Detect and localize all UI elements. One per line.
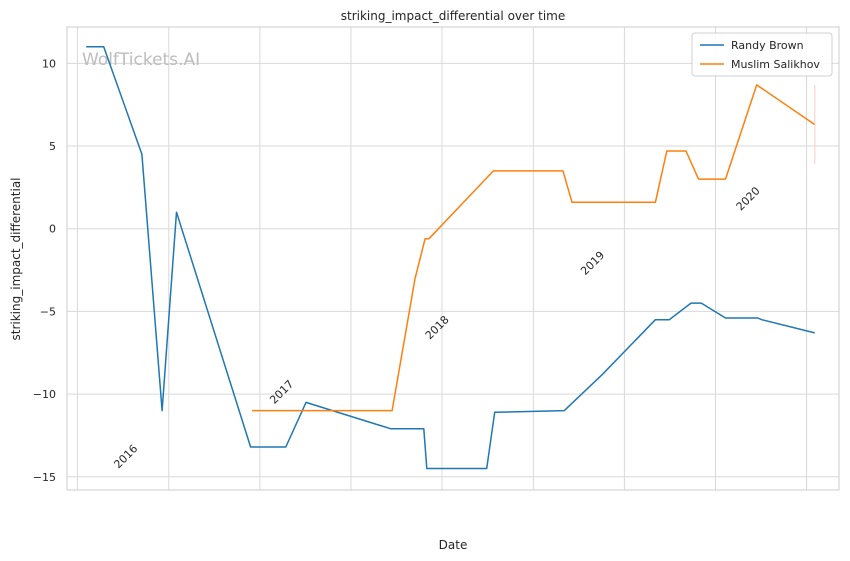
x-tick-label: 2019 [578,249,607,278]
chart-title: striking_impact_differential over time [341,9,566,23]
y-tick-label: −15 [33,471,56,484]
x-axis-title: Date [439,538,468,552]
y-tick-label: −5 [40,305,56,318]
legend-label-1: Randy Brown [731,39,804,52]
y-tick-label: 5 [49,140,56,153]
watermark: WolfTickets.AI [82,50,200,70]
y-tick-label: 10 [42,57,56,70]
y-tick-label: −10 [33,388,56,401]
series-lines [86,46,816,470]
legend-label-2: Muslim Salikhov [731,58,820,71]
legend-box [691,32,833,77]
x-tick-label: 2018 [423,313,452,342]
series-line-2 [252,84,816,412]
x-tick-label: 2016 [111,442,140,471]
y-axis-ticks: 10 5 0 −5 −10 −15 [33,57,56,483]
series-line-1 [86,46,815,470]
x-tick-label: 2017 [267,378,296,407]
legend: Randy Brown Muslim Salikhov [691,32,833,77]
y-tick-label: 0 [49,223,56,236]
grid [67,27,839,490]
x-tick-label: 2020 [734,184,763,213]
plot-area [66,26,840,491]
y-axis-title: striking_impact_differential [9,177,23,340]
